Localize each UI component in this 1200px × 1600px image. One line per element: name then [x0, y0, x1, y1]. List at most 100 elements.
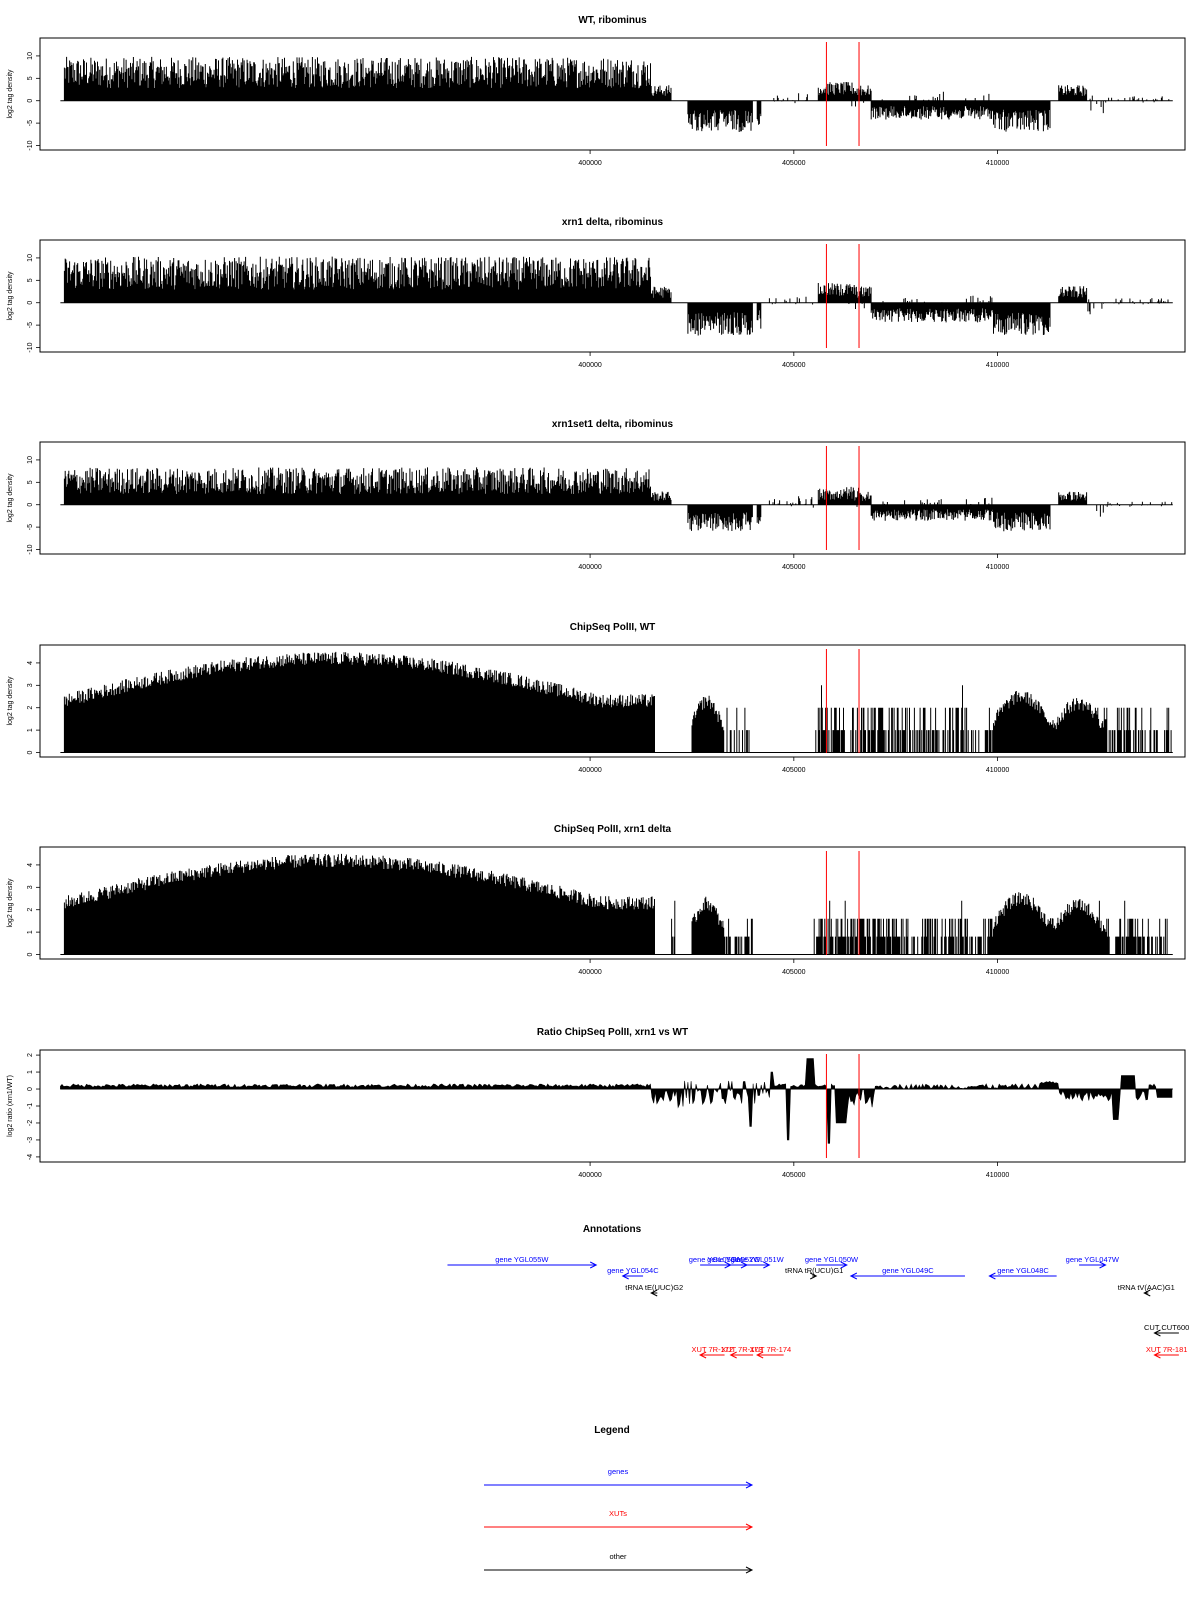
x-tick-label: 410000: [986, 362, 1009, 369]
legend-item: other: [484, 1552, 754, 1574]
feature-label: gene YGL050W: [805, 1255, 859, 1264]
arrow-head: [810, 1272, 818, 1280]
plot-frame: [39, 239, 1186, 353]
y-tick-label: -5: [27, 524, 34, 530]
arrow-head: [650, 1289, 658, 1297]
plot-frame: [39, 846, 1186, 960]
feature-label: gene YGL049C: [882, 1266, 934, 1275]
y-tick-label: 3: [27, 683, 34, 687]
y-tick-label: 3: [27, 885, 34, 889]
arrow-head: [849, 1272, 858, 1280]
panel-title: xrn1set1 delta, ribominus: [552, 419, 674, 430]
panel-title: xrn1 delta, ribominus: [562, 217, 664, 228]
x-tick-label: 405000: [782, 160, 805, 167]
ratio-area: [60, 1058, 1173, 1144]
panel-5: ChipSeq PolII, xrn1 delta 0 1 2 3 4 log2 tag d…: [7, 824, 1186, 976]
signal-bars: [63, 651, 1172, 753]
x-tick-label: 410000: [986, 767, 1009, 774]
feature-genes: gene YGL051W: [731, 1255, 785, 1269]
arrow-head: [1143, 1289, 1151, 1297]
y-axis-label: log2 tag density: [7, 473, 14, 523]
feature-label: gene YGL051W: [731, 1255, 785, 1264]
feature-label: tRNA tE(UUC)G2: [625, 1283, 683, 1292]
legend-item: genes: [484, 1467, 754, 1489]
y-axis-label: log2 ratio (xrn1/WT): [7, 1075, 14, 1137]
x-tick-label: 410000: [986, 564, 1009, 571]
y-tick-label: 1: [27, 930, 34, 934]
arrow-head: [589, 1261, 598, 1269]
panel-6: Ratio ChipSeq PolII, xrn1 vs WT -4 -3 -2 -1 0…: [7, 1027, 1186, 1179]
legend: genes XUTs other: [484, 1467, 754, 1574]
legend-arrow: [745, 1481, 754, 1489]
arrow-head: [1099, 1261, 1107, 1269]
arrow-head: [1153, 1351, 1161, 1359]
arrow-head: [988, 1272, 996, 1280]
feature-label: gene YGL047W: [1066, 1255, 1120, 1264]
y-tick-label: 1: [27, 1070, 34, 1074]
y-tick-label: -1: [27, 1103, 34, 1109]
y-tick-label: -2: [27, 1120, 34, 1126]
y-tick-label: -3: [27, 1137, 34, 1143]
y-tick-label: -10: [27, 544, 34, 554]
feature-label: XUT 7R-172: [692, 1345, 734, 1354]
feature-label: gene YGL055W: [495, 1255, 549, 1264]
arrow-head: [698, 1351, 707, 1359]
x-tick-label: 400000: [578, 564, 601, 571]
feature-genes: gene YGL048C: [988, 1266, 1057, 1280]
feature-other: CUT CUT600: [1144, 1323, 1189, 1337]
annotations-title: Annotations: [583, 1224, 642, 1235]
x-tick-label: 400000: [578, 160, 601, 167]
legend-label: XUTs: [609, 1509, 627, 1518]
x-tick-label: 410000: [986, 1172, 1009, 1179]
y-tick-label: 10: [27, 254, 34, 262]
feature-other: tRNA tE(UUC)G2: [625, 1283, 683, 1297]
y-tick-label: 4: [27, 661, 34, 665]
panel-3: xrn1set1 delta, ribominus -10 -5 0 5 10 log2 t…: [7, 419, 1186, 571]
y-tick-label: 5: [27, 278, 34, 282]
y-axis-label: log2 tag density: [7, 69, 14, 119]
x-tick-label: 405000: [782, 969, 805, 976]
feature-label: CUT CUT600: [1144, 1323, 1189, 1332]
y-tick-label: -4: [27, 1154, 34, 1160]
feature-genes: gene YGL049C: [849, 1266, 965, 1280]
feature-label: tRNA tR(UCU)G1: [785, 1266, 843, 1275]
feature-label: gene YGL053W: [689, 1255, 743, 1264]
y-tick-label: 0: [27, 750, 34, 754]
y-tick-label: -5: [27, 322, 34, 328]
y-axis-label: log2 tag density: [7, 271, 14, 321]
y-axis-label: log2 tag density: [7, 878, 14, 928]
feature-XUTs: XUT 7R-181: [1146, 1345, 1188, 1359]
legend-title: Legend: [594, 1425, 630, 1436]
feature-label: XUT 7R-181: [1146, 1345, 1188, 1354]
y-tick-label: 2: [27, 706, 34, 710]
x-tick-label: 405000: [782, 767, 805, 774]
annotation-track: gene YGL055W gene YGL054C tRNA tE(UUC)G2 ge…: [447, 1255, 1189, 1359]
panel-title: ChipSeq PolII, xrn1 delta: [554, 824, 672, 835]
arrow-head: [756, 1351, 764, 1359]
y-tick-label: 5: [27, 76, 34, 80]
signal-bars: [63, 467, 1173, 532]
plot-frame: [39, 1049, 1186, 1163]
legend-label: genes: [608, 1467, 629, 1476]
signal-bars: [63, 853, 1168, 955]
y-tick-label: 0: [27, 503, 34, 507]
x-tick-label: 400000: [578, 362, 601, 369]
panel-title: ChipSeq PolII, WT: [570, 622, 656, 633]
feature-label: gene YGL054C: [607, 1266, 659, 1275]
arrow-head: [840, 1261, 848, 1269]
y-tick-label: 5: [27, 480, 34, 484]
feature-label: XUT 7R-173: [721, 1345, 763, 1354]
legend-label: other: [609, 1552, 627, 1561]
feature-other: tRNA tV(AAC)G1: [1118, 1283, 1175, 1297]
y-tick-label: -10: [27, 342, 34, 352]
legend-arrow: [745, 1566, 754, 1574]
y-tick-label: 4: [27, 863, 34, 867]
y-tick-label: 0: [27, 301, 34, 305]
panel-4: ChipSeq PolII, WT 0 1 2 3 4 log2 tag density 40…: [7, 622, 1186, 774]
arrow-head: [763, 1261, 771, 1269]
feature-label: gene YGL048C: [997, 1266, 1049, 1275]
y-tick-label: 2: [27, 1053, 34, 1057]
arrow-head: [621, 1272, 629, 1280]
panel-title: WT, ribominus: [578, 15, 647, 26]
